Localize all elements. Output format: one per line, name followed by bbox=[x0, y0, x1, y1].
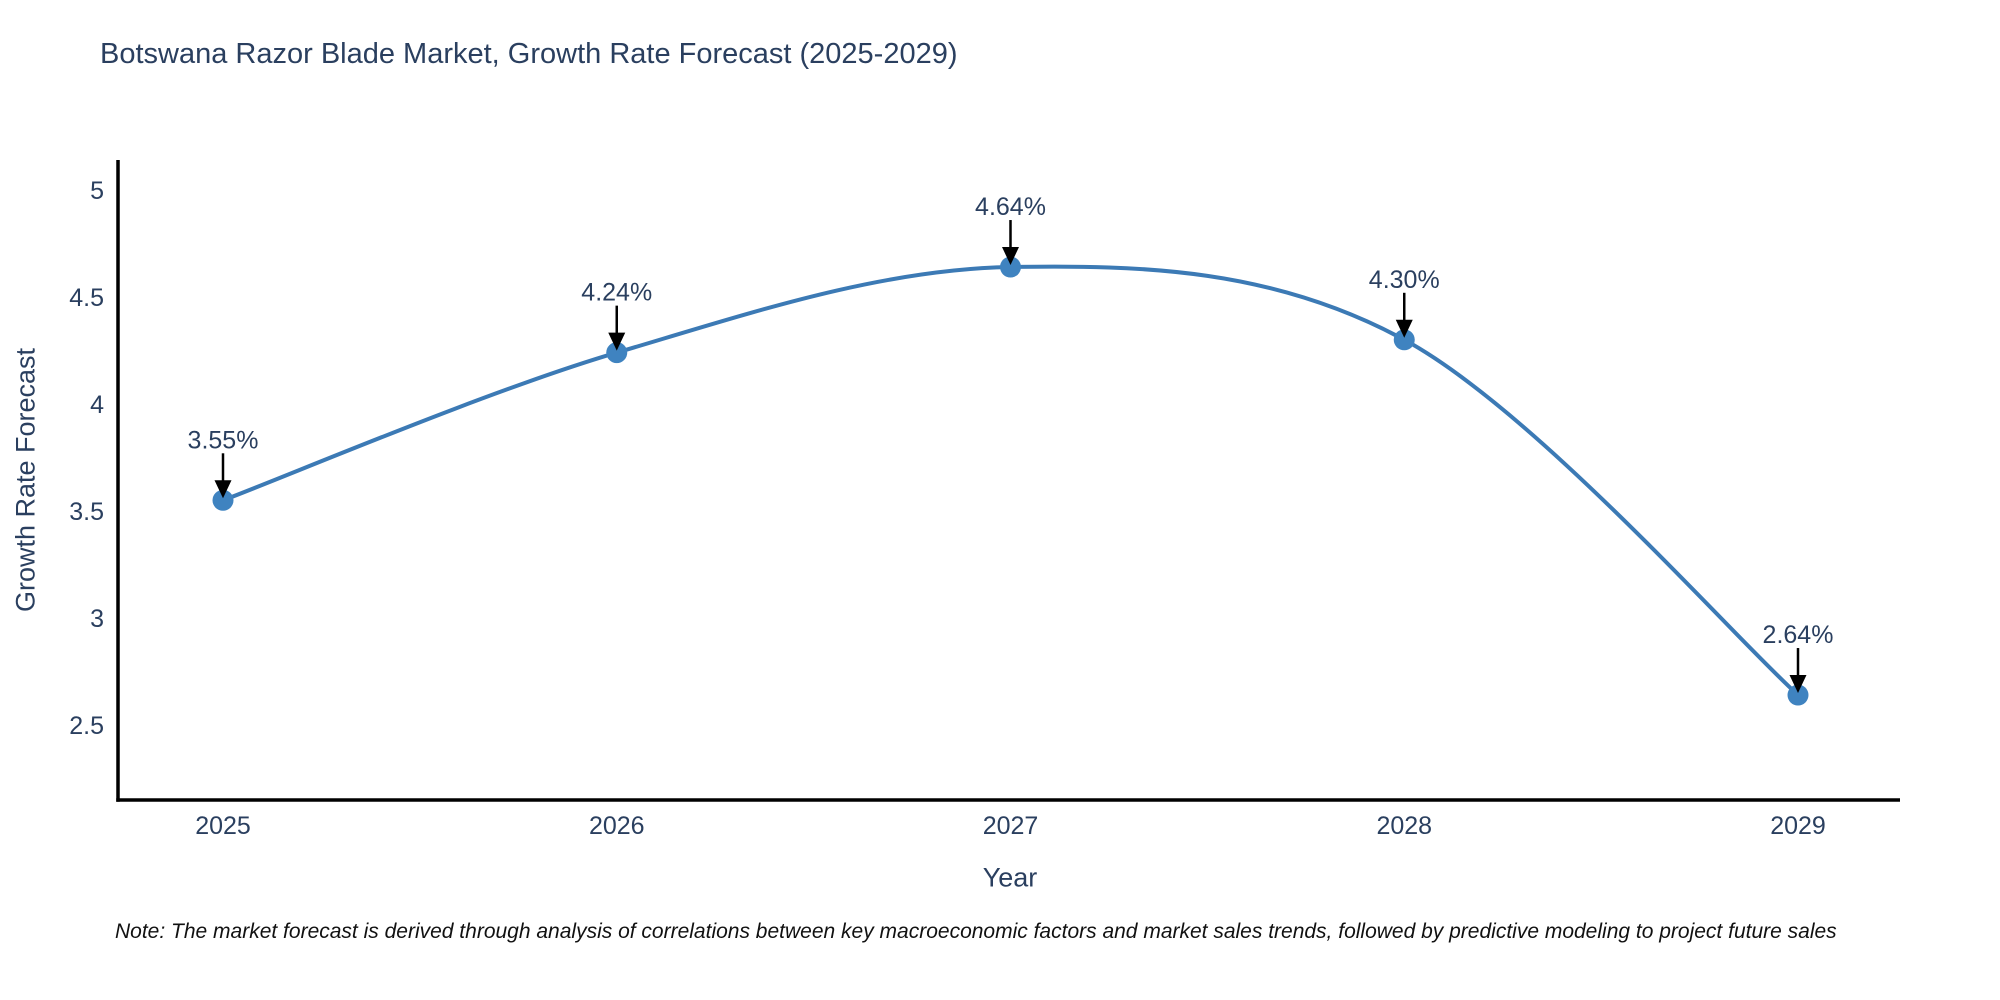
y-tick-label-4: 4 bbox=[90, 391, 104, 419]
chart-title: Botswana Razor Blade Market, Growth Rate… bbox=[100, 38, 958, 70]
annotation-arrowhead-2025 bbox=[214, 480, 232, 499]
y-axis-title: Growth Rate Forecast bbox=[10, 347, 41, 613]
annotation-label-2029: 2.64% bbox=[1763, 621, 1834, 649]
annotation-arrowhead-2029 bbox=[1789, 675, 1807, 694]
data-point-marker-2025[interactable] bbox=[212, 489, 234, 511]
annotation-label-2026: 4.24% bbox=[581, 279, 652, 307]
data-point-marker-2029[interactable] bbox=[1787, 684, 1809, 706]
annotation-arrowhead-2026 bbox=[608, 332, 626, 351]
x-axis-title: Year bbox=[982, 862, 1038, 893]
forecast-line bbox=[222, 264, 1800, 697]
data-point-marker-2026[interactable] bbox=[606, 342, 628, 364]
x-tick-label-2029: 2029 bbox=[1770, 812, 1826, 840]
y-tick-label-2.5: 2.5 bbox=[69, 712, 104, 740]
y-tick-label-3.5: 3.5 bbox=[69, 498, 104, 526]
annotation-label-2028: 4.30% bbox=[1369, 266, 1440, 294]
annotation-arrowhead-2028 bbox=[1395, 319, 1413, 338]
y-tick-label-5: 5 bbox=[90, 177, 104, 205]
x-tick-label-2028: 2028 bbox=[1376, 812, 1432, 840]
footnote: Note: The market forecast is derived thr… bbox=[115, 920, 1837, 943]
annotation-label-2027: 4.64% bbox=[975, 193, 1046, 221]
annotation-label-2025: 3.55% bbox=[188, 426, 259, 454]
data-point-marker-2027[interactable] bbox=[1000, 256, 1021, 278]
y-tick-label-4.5: 4.5 bbox=[69, 284, 104, 312]
y-tick-label-3: 3 bbox=[90, 605, 104, 633]
x-tick-label-2026: 2026 bbox=[589, 812, 645, 840]
x-tick-label-2027: 2027 bbox=[983, 812, 1039, 840]
x-tick-label-2025: 2025 bbox=[195, 812, 251, 840]
data-point-marker-2028[interactable] bbox=[1393, 329, 1415, 351]
annotation-arrowhead-2027 bbox=[1002, 247, 1019, 266]
